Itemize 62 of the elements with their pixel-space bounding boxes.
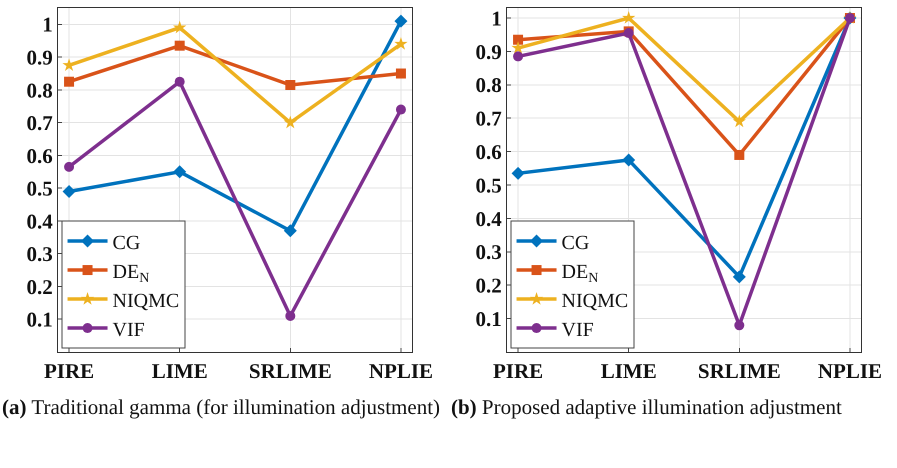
y-tick-label: 0.9 [26,45,53,70]
legend-label: NIQMC [562,290,628,312]
y-tick-label: 0.2 [26,274,53,299]
legend-label: NIQMC [112,290,180,312]
y-tick-label: 0.3 [26,242,53,266]
y-tick-label: 0.2 [476,274,502,298]
point [622,11,636,24]
y-tick-label: 0.5 [26,176,53,201]
point [64,76,74,87]
y-tick-label: 1 [42,12,53,37]
point [173,165,186,178]
x-tick-label: LIME [600,359,657,384]
point [512,166,525,180]
point [64,162,74,172]
x-tick-label: PIRE [44,359,94,384]
y-tick-label: 0.7 [476,106,502,131]
text: (b) Proposed adaptive illumination adjustment [450,394,843,421]
point [62,184,76,198]
y-tick-label: 0.4 [26,209,54,234]
point [396,68,406,79]
point [174,40,185,51]
x-tick-label: SRLIME [248,359,332,384]
point [284,116,297,128]
point [284,224,297,238]
y-tick-label: 0.8 [26,78,53,102]
point [734,150,744,160]
point [394,14,408,28]
y-tick-label: 0.9 [476,40,502,64]
legend-label: CG [562,232,590,254]
point [513,34,524,45]
x-tick-label: SRLIME [698,359,781,384]
y-tick-label: 0.8 [476,73,502,98]
point [285,80,296,90]
point [173,20,186,34]
legend-label: DE$_{N}$ [112,260,150,286]
point [734,320,744,330]
x-tick-label: NPLIE [368,359,434,384]
x-tick-label: NPLIE [818,359,882,384]
point [285,310,296,321]
legend-label: VIF [562,318,594,341]
y-tick-label: 0.4 [476,206,502,231]
point [174,76,185,87]
x-tick-label: LIME [152,359,208,384]
point [732,114,746,128]
y-tick-label: 0.6 [476,140,502,164]
point [396,104,406,115]
y-tick-label: 0.1 [476,306,502,331]
point [732,270,746,284]
y-tick-label: 1 [491,6,502,30]
legend-label: CG [112,232,140,254]
point [513,51,524,62]
y-tick-label: 0.7 [26,111,53,136]
y-tick-label: 0.3 [476,240,502,264]
y-tick-label: 0.1 [26,308,53,332]
point [622,153,636,166]
legend-label: DE$_{N}$ [562,260,598,286]
legend-label: VIF [112,318,145,341]
text: (a) Traditional gamma (for illumination adjustment) [1,394,442,421]
y-tick-label: 0.6 [26,144,53,168]
point [394,37,408,50]
y-tick-label: 0.5 [476,173,502,198]
x-tick-label: PIRE [492,359,544,384]
